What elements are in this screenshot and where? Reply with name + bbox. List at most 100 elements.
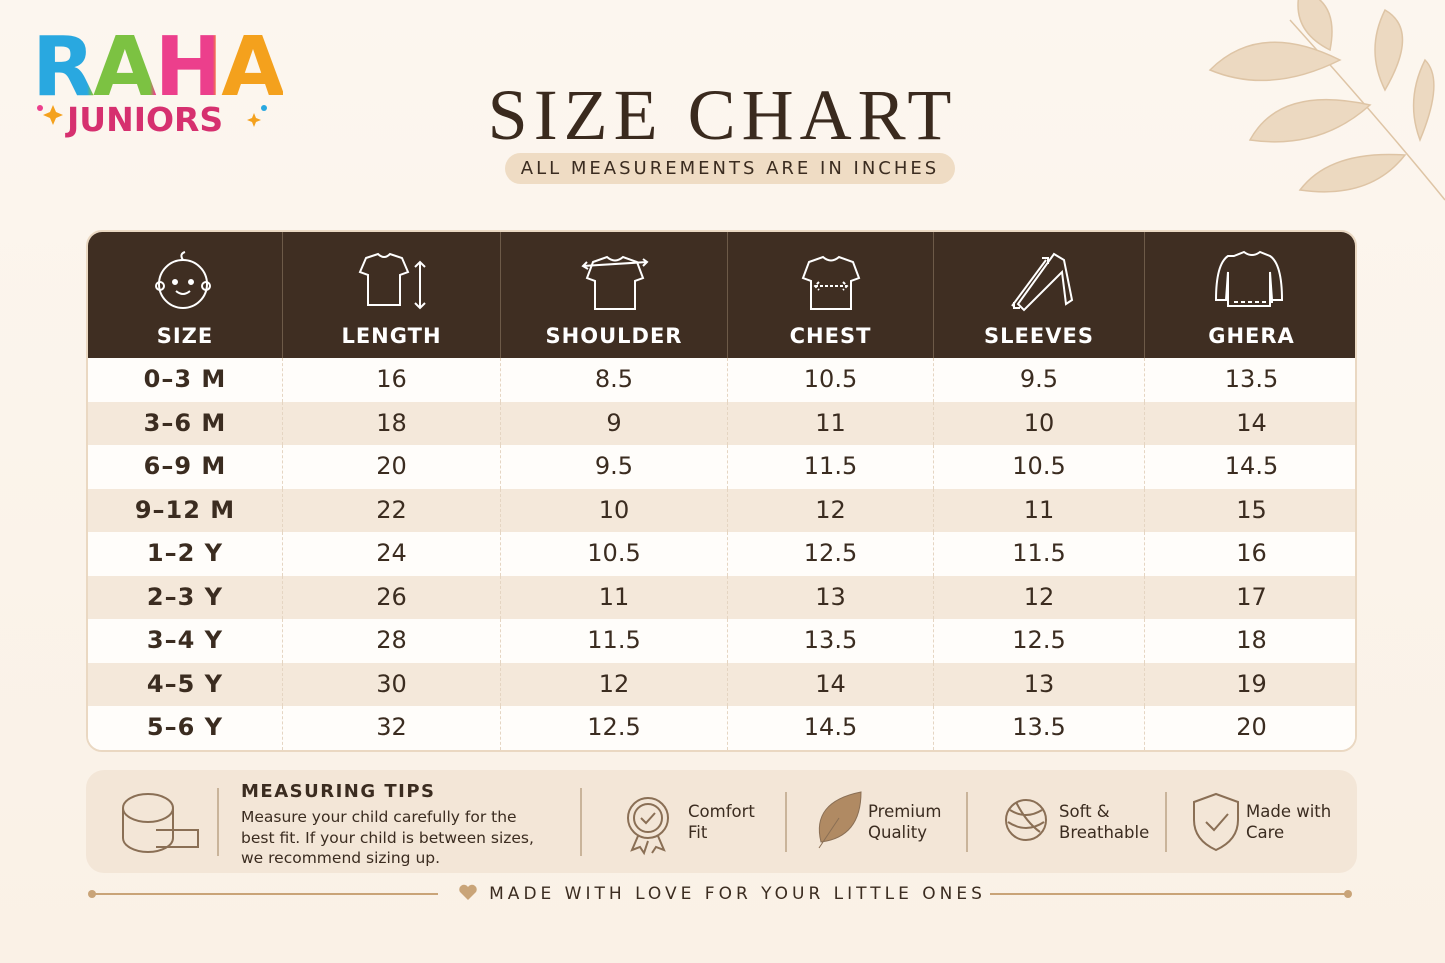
row-band <box>88 488 1355 533</box>
cell: 26 <box>283 575 501 620</box>
cell: 14 <box>728 662 934 707</box>
cell: 12.5 <box>501 706 728 750</box>
column-header: LENGTH <box>283 232 501 358</box>
cell: 14 <box>1145 402 1355 446</box>
column-label: SIZE <box>156 324 214 348</box>
cell: 13.5 <box>728 619 934 663</box>
cell: 17 <box>1145 576 1355 620</box>
cell: 4–5 Y <box>88 662 283 707</box>
footer: MADE WITH LOVE FOR YOUR LITTLE ONES <box>489 884 986 904</box>
cell: 11 <box>728 401 934 446</box>
cell: 13 <box>934 662 1145 707</box>
cell: 11.5 <box>934 532 1145 576</box>
column-header: SIZE <box>88 232 283 358</box>
cell: 16 <box>283 358 501 402</box>
cell: 12 <box>501 662 728 707</box>
cell: 8.5 <box>501 358 728 402</box>
cell: 10.5 <box>501 532 728 576</box>
column-icon <box>1010 252 1073 312</box>
cell: 24 <box>283 532 501 576</box>
cell: 9 <box>501 401 728 446</box>
cell: 6–9 M <box>88 445 283 489</box>
column-header: CHEST <box>728 232 934 358</box>
cell: 13.5 <box>934 706 1145 750</box>
cell: 3–4 Y <box>88 619 283 663</box>
logo-sub: JUNIORS <box>67 100 224 139</box>
row-band <box>88 358 1355 402</box>
feature: Premium Quality <box>868 801 941 843</box>
title: SIZE CHART <box>487 75 958 155</box>
feature: Soft & Breathable <box>1059 801 1149 843</box>
cell: 5–6 Y <box>88 706 283 750</box>
row-band <box>88 619 1355 663</box>
tips-text: Measure your child carefully for the bes… <box>241 808 534 867</box>
column-icon <box>1214 250 1284 307</box>
column-label: SHOULDER <box>545 324 683 348</box>
cell: 13.5 <box>1145 358 1355 402</box>
cell: 13 <box>728 575 934 620</box>
cell: 2–3 Y <box>88 575 283 620</box>
row-band <box>88 532 1355 576</box>
cell: 20 <box>283 445 501 489</box>
cell: 12 <box>934 575 1145 620</box>
cell: 16 <box>1145 532 1355 576</box>
cell: 11.5 <box>728 445 934 489</box>
cell: 9.5 <box>501 445 728 489</box>
cell: 11.5 <box>501 619 728 663</box>
cell: 1–2 Y <box>88 532 283 576</box>
cell: 30 <box>283 662 501 707</box>
cell: 11 <box>934 488 1145 533</box>
cell: 10.5 <box>728 358 934 402</box>
row-band <box>88 706 1355 750</box>
subtitle: ALL MEASUREMENTS ARE IN INCHES <box>505 153 955 184</box>
cell: 12 <box>728 488 934 533</box>
cell: 28 <box>283 619 501 663</box>
feature-line: Comfort <box>688 802 755 821</box>
cell: 12.5 <box>934 619 1145 663</box>
feature: Comfort Fit <box>688 801 755 843</box>
feature: Made with Care <box>1246 801 1331 843</box>
cell: 10 <box>934 401 1145 446</box>
feature-line: Premium <box>868 802 942 821</box>
cell: 20 <box>1145 706 1355 750</box>
cell: 10 <box>501 488 728 533</box>
cell: 19 <box>1145 663 1355 707</box>
cell: 15 <box>1145 489 1355 533</box>
feature-line: Breathable <box>1059 823 1150 842</box>
cell: 11 <box>501 575 728 620</box>
cell: 0–3 M <box>88 358 283 402</box>
tips-title: MEASURING TIPS <box>241 781 436 802</box>
logo-brand: RAHA <box>32 20 285 115</box>
feature-line: Fit <box>688 823 708 842</box>
cell: 22 <box>283 488 501 533</box>
feature-line: Care <box>1246 823 1285 842</box>
column-label: CHEST <box>789 324 872 348</box>
cell: 10.5 <box>934 445 1145 489</box>
cell: 18 <box>283 401 501 446</box>
cell: 3–6 M <box>88 401 283 446</box>
column-label: GHERA <box>1208 324 1295 348</box>
row-band <box>88 662 1355 707</box>
tips-icons <box>122 788 1239 856</box>
row-band <box>88 445 1355 489</box>
column-label: LENGTH <box>341 324 442 348</box>
column-icon <box>580 255 649 310</box>
cell: 9–12 M <box>88 488 283 533</box>
feature-line: Quality <box>868 823 927 842</box>
row-band <box>88 575 1355 620</box>
tips-box <box>86 770 1357 873</box>
column-header: SHOULDER <box>501 232 728 358</box>
column-icon <box>801 255 861 310</box>
cell: 18 <box>1145 619 1355 663</box>
cell: 12.5 <box>728 532 934 576</box>
cell: 14.5 <box>728 706 934 750</box>
cell: 14.5 <box>1145 445 1355 489</box>
column-icon <box>358 252 426 310</box>
size-table: SIZE LENGTH SHOULDER CHEST SLEEVES GHERA 0–3 M… <box>86 230 1357 752</box>
feature-line: Made with <box>1246 802 1332 821</box>
cell: 32 <box>283 706 501 750</box>
column-label: SLEEVES <box>984 324 1094 348</box>
column-header: SLEEVES <box>934 232 1145 358</box>
